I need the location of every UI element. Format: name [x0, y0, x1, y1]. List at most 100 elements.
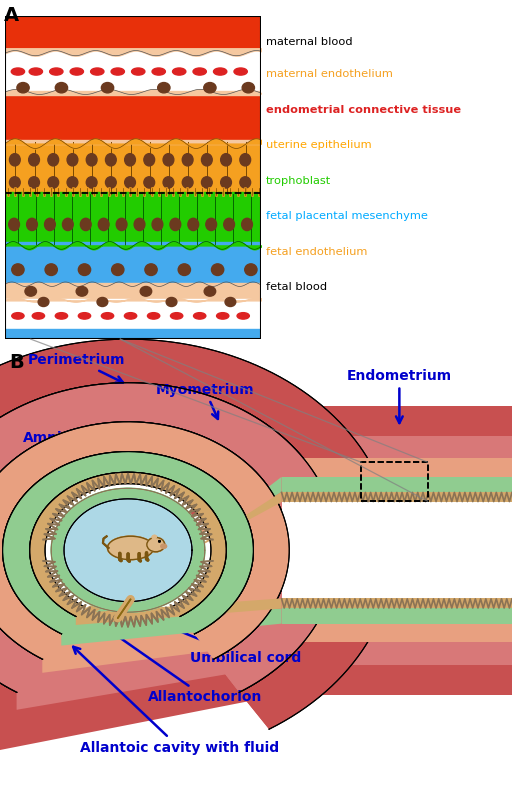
- Ellipse shape: [86, 154, 97, 166]
- Ellipse shape: [152, 535, 156, 539]
- Ellipse shape: [194, 313, 206, 319]
- Ellipse shape: [163, 176, 174, 188]
- Ellipse shape: [12, 264, 24, 275]
- Ellipse shape: [105, 176, 116, 188]
- Ellipse shape: [98, 219, 109, 231]
- Ellipse shape: [48, 154, 58, 166]
- Ellipse shape: [112, 264, 124, 275]
- Polygon shape: [17, 642, 282, 709]
- Ellipse shape: [158, 82, 170, 93]
- Ellipse shape: [55, 313, 68, 319]
- Polygon shape: [76, 492, 282, 625]
- Ellipse shape: [221, 154, 231, 166]
- Ellipse shape: [161, 544, 166, 548]
- Ellipse shape: [17, 82, 29, 93]
- Ellipse shape: [45, 219, 55, 231]
- Text: fetal blood: fetal blood: [266, 282, 327, 292]
- Ellipse shape: [144, 176, 155, 188]
- Text: Endometrium: Endometrium: [347, 369, 452, 423]
- Polygon shape: [61, 609, 282, 646]
- Ellipse shape: [27, 219, 37, 231]
- Ellipse shape: [132, 68, 145, 75]
- Ellipse shape: [111, 68, 124, 75]
- Bar: [5, 140, 261, 144]
- Ellipse shape: [152, 219, 163, 231]
- Ellipse shape: [32, 313, 45, 319]
- Polygon shape: [64, 499, 192, 602]
- Bar: [5, 192, 261, 246]
- Ellipse shape: [217, 313, 229, 319]
- Polygon shape: [42, 624, 282, 673]
- Ellipse shape: [163, 154, 174, 166]
- Ellipse shape: [48, 176, 58, 188]
- Ellipse shape: [91, 68, 104, 75]
- Polygon shape: [0, 665, 282, 753]
- Ellipse shape: [10, 154, 20, 166]
- Polygon shape: [76, 598, 282, 625]
- Ellipse shape: [173, 68, 186, 75]
- Polygon shape: [0, 422, 289, 659]
- Ellipse shape: [245, 264, 257, 275]
- Ellipse shape: [105, 154, 116, 166]
- Ellipse shape: [124, 313, 137, 319]
- Ellipse shape: [204, 82, 216, 93]
- Text: Perimetrium: Perimetrium: [28, 353, 125, 382]
- Bar: [361, 462, 428, 501]
- Text: Umbilical cord: Umbilical cord: [129, 610, 302, 665]
- Polygon shape: [0, 405, 282, 753]
- Polygon shape: [0, 383, 338, 692]
- Bar: [5, 91, 261, 95]
- Ellipse shape: [101, 313, 114, 319]
- Ellipse shape: [45, 264, 57, 275]
- Text: Allantochorion: Allantochorion: [110, 630, 262, 704]
- Ellipse shape: [214, 68, 227, 75]
- Ellipse shape: [11, 68, 25, 75]
- Ellipse shape: [116, 219, 127, 231]
- Ellipse shape: [124, 154, 135, 166]
- Text: Amnion: Amnion: [23, 431, 82, 500]
- Polygon shape: [0, 422, 289, 659]
- Ellipse shape: [10, 176, 20, 188]
- Ellipse shape: [124, 176, 135, 188]
- Ellipse shape: [161, 544, 166, 548]
- Ellipse shape: [225, 298, 236, 306]
- Ellipse shape: [147, 313, 160, 319]
- Ellipse shape: [166, 298, 177, 306]
- Ellipse shape: [12, 313, 24, 319]
- Text: maternal blood: maternal blood: [266, 37, 353, 47]
- Ellipse shape: [221, 176, 231, 188]
- Ellipse shape: [211, 264, 224, 275]
- Text: uterine epithelium: uterine epithelium: [266, 140, 372, 150]
- Text: fetal endothelium: fetal endothelium: [266, 247, 368, 257]
- Ellipse shape: [97, 298, 108, 306]
- Ellipse shape: [25, 286, 36, 296]
- Ellipse shape: [206, 219, 217, 231]
- Ellipse shape: [108, 536, 154, 559]
- Ellipse shape: [62, 219, 73, 231]
- Polygon shape: [42, 458, 282, 673]
- Polygon shape: [17, 436, 282, 709]
- Ellipse shape: [145, 264, 157, 275]
- Ellipse shape: [147, 538, 165, 551]
- Text: endometrial connective tissue: endometrial connective tissue: [266, 105, 461, 115]
- Polygon shape: [61, 477, 282, 646]
- Ellipse shape: [76, 286, 88, 296]
- Text: A: A: [4, 6, 19, 26]
- Ellipse shape: [50, 68, 63, 75]
- Bar: [5, 93, 261, 142]
- Polygon shape: [51, 488, 205, 612]
- Ellipse shape: [38, 298, 49, 306]
- Bar: [5, 282, 261, 300]
- Bar: [5, 298, 261, 330]
- Text: fetal placental mesenchyme: fetal placental mesenchyme: [266, 211, 428, 221]
- Ellipse shape: [178, 264, 190, 275]
- Text: Myometrium: Myometrium: [156, 382, 254, 419]
- Ellipse shape: [108, 536, 154, 559]
- Ellipse shape: [237, 313, 249, 319]
- Ellipse shape: [29, 68, 42, 75]
- Polygon shape: [0, 339, 394, 729]
- Ellipse shape: [140, 286, 152, 296]
- Bar: [5, 243, 261, 284]
- Ellipse shape: [101, 82, 114, 93]
- Polygon shape: [30, 472, 226, 616]
